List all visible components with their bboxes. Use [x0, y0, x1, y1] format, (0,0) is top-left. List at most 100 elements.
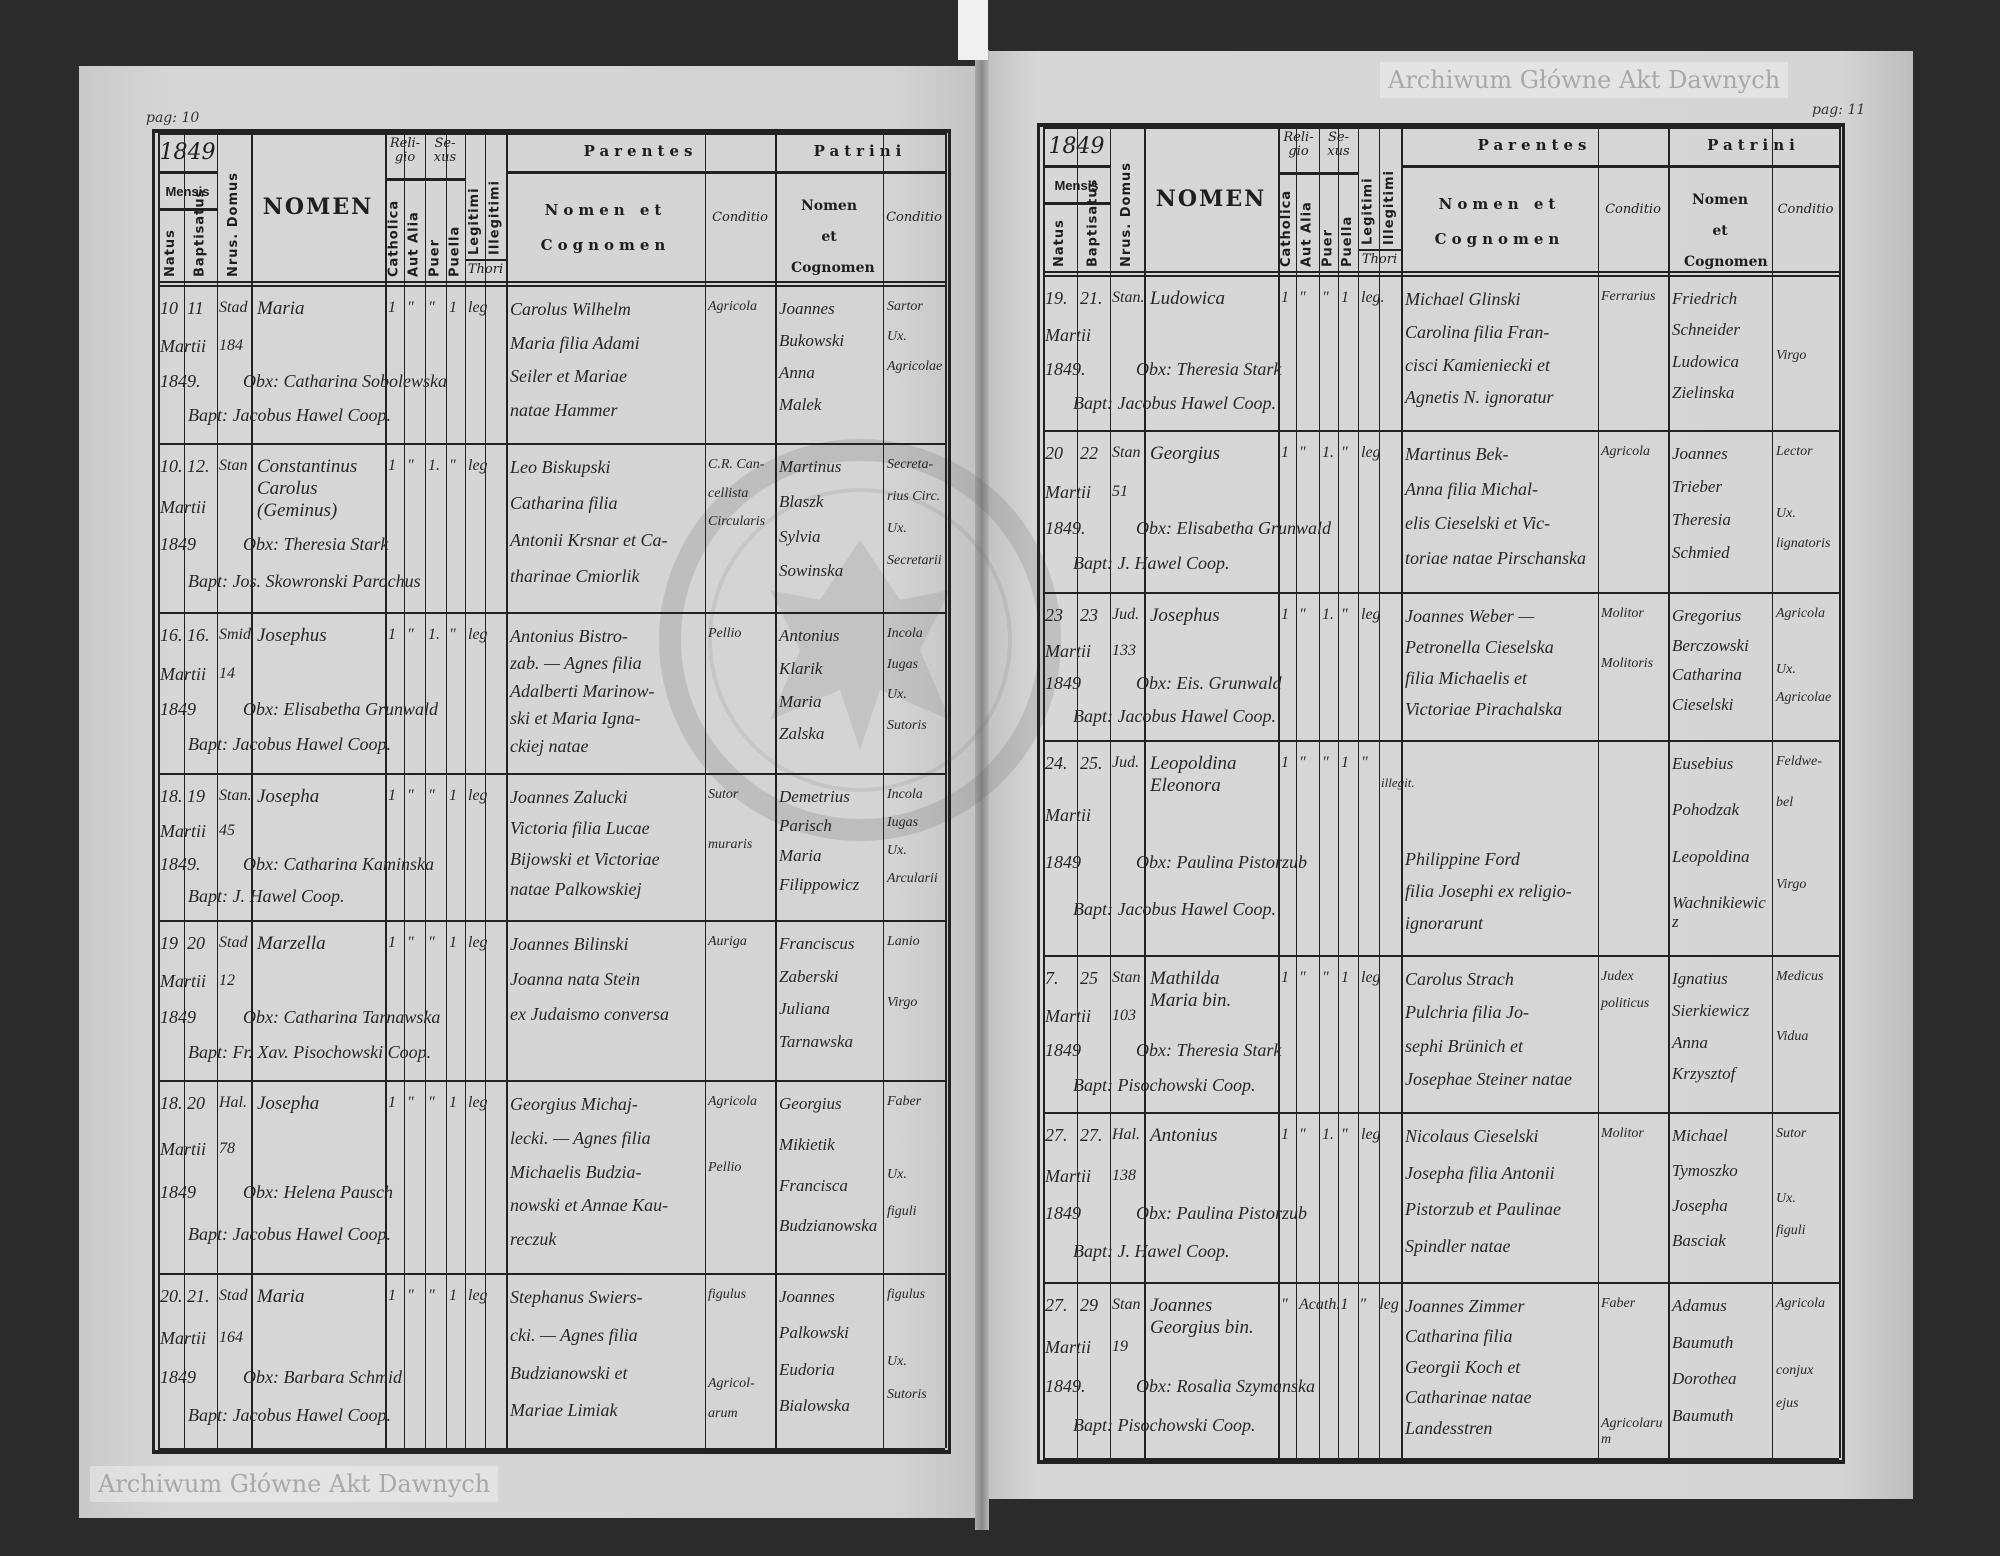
godparent-conditio: Iugas: [887, 656, 919, 672]
register-marks: 1 " " 1 leg: [388, 934, 488, 952]
register-mark: leg: [468, 1287, 488, 1304]
header-mensis: Mensis: [165, 184, 210, 199]
table-border-top: [1037, 123, 1845, 127]
godparent-conditio: Sutor: [1776, 1126, 1807, 1141]
godparent-name: Berczowski: [1672, 635, 1749, 655]
register-mark: 1: [388, 457, 396, 474]
obstetrix: Obx: Theresia Stark: [243, 533, 389, 554]
parents-line: Martinus Bek-: [1405, 444, 1509, 464]
child-name: Josephus: [1150, 605, 1220, 626]
godparents-cell: Gregorius Berczowski Catharina Cieselski: [1672, 606, 1769, 724]
parents-line: elis Cieselski et Vic-: [1405, 513, 1551, 533]
header-puella: Puella: [447, 225, 463, 277]
godparent-name: Ludowica: [1672, 351, 1740, 371]
column-divider: [446, 133, 447, 1448]
house-number: Jud.: [1112, 606, 1140, 623]
parents-conditio: Ferrarius: [1601, 289, 1656, 304]
table-border-left: [1037, 123, 1040, 1464]
parents-line: [1405, 754, 1594, 786]
godparent-name: Schmied: [1672, 543, 1730, 562]
header-parentes-conditio: Conditio: [1605, 202, 1661, 217]
baptisatus-date: 21.: [187, 1286, 210, 1306]
obstetrix: Obx: Catharina Tarnawska: [243, 1006, 441, 1027]
natus-date: 1849.: [160, 370, 201, 391]
natus-date: 24.: [1045, 753, 1068, 773]
godparent-conditio: figulus: [887, 1287, 926, 1302]
godparent-name: Klarik: [779, 658, 823, 678]
column-divider: [425, 133, 426, 1448]
godparents-conditio-cell: Lector Ux. lignatoris: [1776, 444, 1837, 567]
parents-cell: Michael Glinski Carolina filia Fran-cisci…: [1405, 289, 1594, 420]
register-mark: ": [1322, 754, 1329, 771]
column-divider: [1043, 127, 1045, 1458]
obstetrix: Obx: Paulina Pistorzub: [1136, 851, 1307, 872]
register-marks: 1 " 1. " leg: [388, 626, 488, 644]
column-divider: [1772, 127, 1773, 1458]
godparent-name: Zaberski: [779, 966, 839, 986]
header-patrini-conditio: Conditio: [886, 210, 942, 225]
baptisatus-date: 25: [1080, 968, 1098, 988]
baptizans: Bapt: Jacobus Hawel Coop.: [1073, 899, 1276, 920]
parents-line: cki. — Agnes filia: [510, 1324, 638, 1345]
row-divider: [158, 773, 945, 775]
parents-line: Bijowski et Victoriae: [510, 848, 660, 869]
header-rule: [465, 259, 506, 261]
register-mark: ": [428, 299, 435, 316]
godparent-conditio: ejus: [1776, 1396, 1799, 1412]
natus-date: Martii: [1045, 804, 1092, 825]
register-mark: ": [1322, 969, 1329, 986]
obstetrix: Obx: Catharina Sobolewska: [243, 370, 447, 391]
register-marks: 1 " " 1 leg: [388, 299, 488, 317]
parents-conditio: Auriga: [708, 934, 747, 949]
godparent-name: Wachnikiewicz: [1672, 892, 1766, 932]
register-marks: 1 " 1. " leg: [1281, 1126, 1382, 1144]
header-thori: Thori: [467, 262, 504, 277]
header-puella: Puella: [1339, 215, 1355, 267]
table-border-top: [152, 129, 951, 133]
header-puer: Puer: [427, 238, 443, 277]
register-mark: 1: [1281, 289, 1289, 306]
godparent-name: Joannes: [779, 1287, 835, 1306]
header-domus: Nrus. Domus: [1118, 161, 1134, 267]
godparent-conditio: Ux.: [1776, 662, 1796, 678]
register-mark: ": [428, 787, 435, 804]
baptisatus-date: 12.: [187, 456, 210, 476]
header-legitimi: Legitimi: [1360, 177, 1376, 245]
parents-line: tharinae Cmiorlik: [510, 565, 640, 586]
baptisatus-date: 11: [187, 298, 204, 318]
register-mark: ": [407, 787, 414, 804]
godparent-name: Cieselski: [1672, 694, 1734, 714]
obstetrix: Obx: Theresia Stark: [1136, 1040, 1282, 1061]
godparent-conditio: Ux.: [887, 329, 907, 345]
house-number: 51: [1112, 482, 1128, 500]
godparent-name: Parisch: [779, 816, 832, 836]
godparents-conditio-cell: Sutor Ux. figuli: [1776, 1126, 1837, 1255]
parents-line: Philippine Ford: [1405, 849, 1520, 870]
register-marks: 1 " " 1 leg: [1281, 969, 1382, 987]
godparent-conditio: Faber: [887, 1094, 922, 1109]
register-mark: leg: [1361, 606, 1381, 623]
house-number: 14: [219, 664, 235, 682]
godparent-conditio: [1776, 475, 1837, 506]
natus-date: 19: [160, 933, 178, 953]
godparents-cell: Antonius Klarik Maria Zalska: [779, 626, 880, 757]
godparent-name: Schneider: [1672, 320, 1740, 340]
house-number: 12: [219, 972, 235, 990]
natus-date: Martii: [160, 821, 207, 842]
natus-date: 1849: [160, 1181, 196, 1202]
parents-cell: Nicolaus Cieselski Josepha filia Antonii P…: [1405, 1126, 1594, 1272]
natus-date: 1849.: [1045, 517, 1086, 538]
header-nomen: NOMEN: [262, 194, 374, 220]
parents-line: Georgius Michaj-: [510, 1094, 638, 1114]
godparent-conditio: Agricolae: [1776, 690, 1832, 706]
parents-line: Pistorzub et Paulinae: [1405, 1199, 1561, 1219]
godparents-conditio-cell: Agricola conjux ejus: [1776, 1296, 1837, 1430]
column-divider: [1338, 127, 1339, 1458]
godparent-conditio: [1776, 1329, 1837, 1362]
godparent-name: Dorothea: [1672, 1369, 1737, 1388]
register-mark: Acath.: [1299, 1296, 1341, 1313]
parents-line: Victoria filia Lucae: [510, 817, 650, 838]
natus-date: Martii: [1045, 1005, 1092, 1026]
parents-conditio: C.R. Can-: [708, 457, 765, 472]
baptizans: Bapt: Pisochowski Coop.: [1073, 1414, 1256, 1435]
